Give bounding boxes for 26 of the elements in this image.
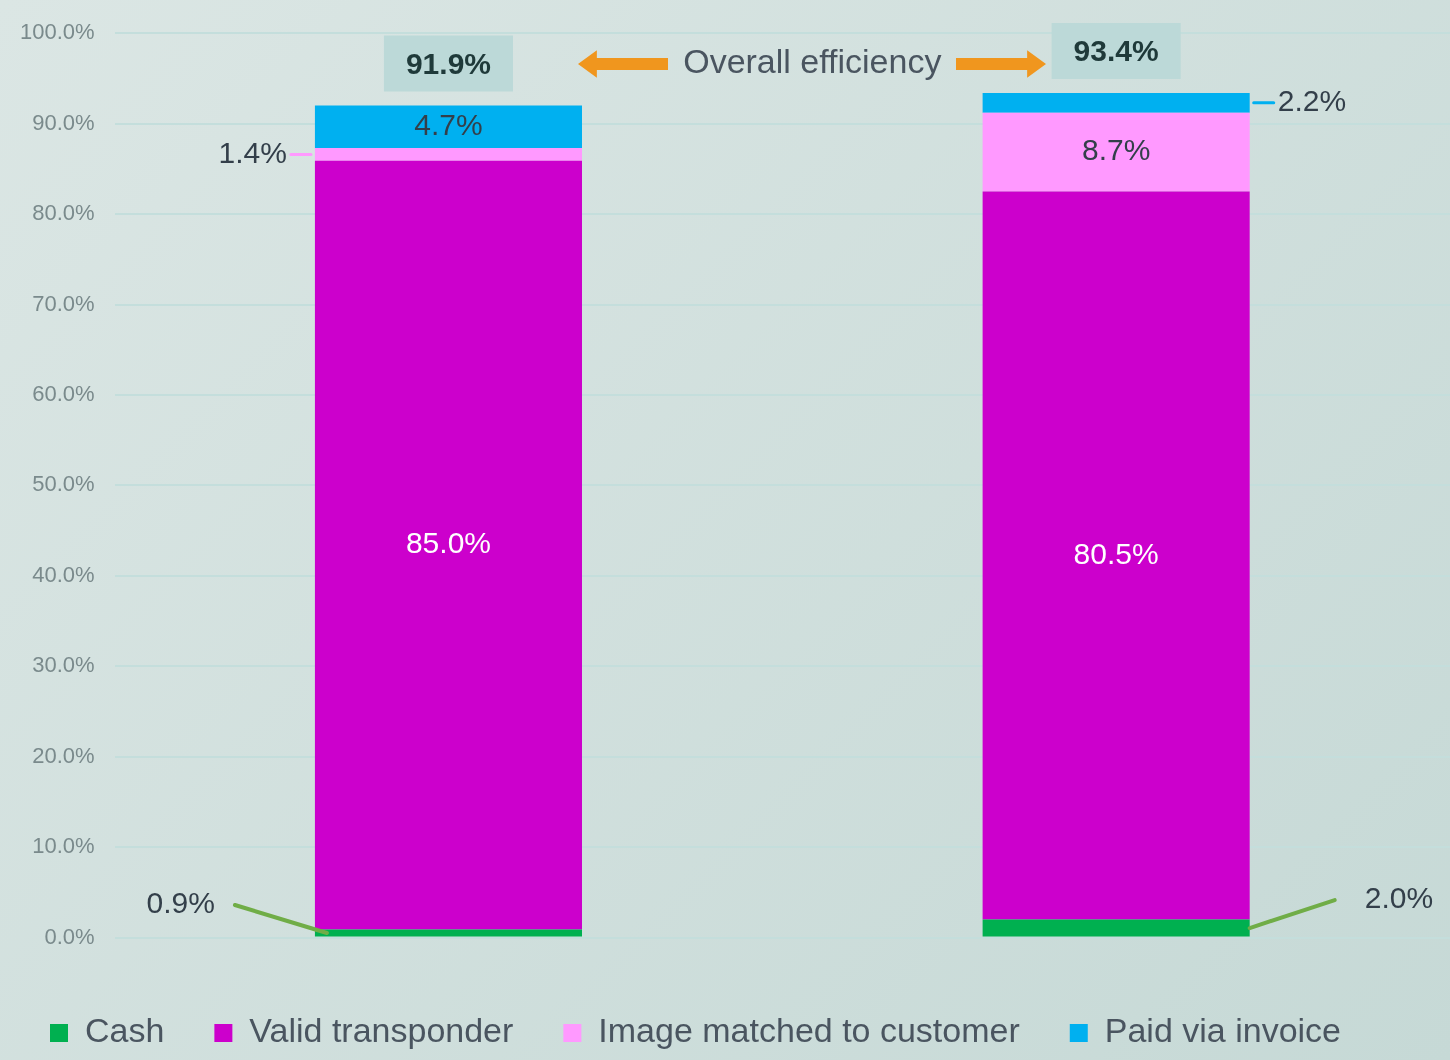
total-label: 93.4% bbox=[1073, 34, 1159, 68]
legend-label: Paid via invoice bbox=[1104, 1011, 1342, 1050]
y-tick-label: 30.0% bbox=[32, 652, 95, 678]
y-tick-label: 90.0% bbox=[32, 109, 95, 135]
y-tick-label: 20.0% bbox=[32, 742, 95, 768]
total-label: 91.9% bbox=[405, 46, 491, 80]
legend-label: Cash bbox=[85, 1011, 165, 1050]
y-tick-label: 100.0% bbox=[19, 19, 95, 45]
data-label: 1.4% bbox=[218, 135, 287, 169]
y-tick-label: 40.0% bbox=[32, 561, 95, 587]
y-tick-label: 70.0% bbox=[32, 290, 95, 316]
y-tick-label: 10.0% bbox=[32, 833, 95, 859]
data-label: 85.0% bbox=[405, 526, 491, 560]
data-label: 4.7% bbox=[414, 108, 483, 142]
data-label: 0.9% bbox=[146, 886, 215, 920]
y-tick-label: 50.0% bbox=[32, 471, 95, 497]
data-label: 8.7% bbox=[1081, 133, 1151, 167]
legend-label: Image matched to customer bbox=[598, 1011, 1020, 1050]
annotation: Overall efficiency bbox=[683, 41, 942, 80]
y-tick-label: 60.0% bbox=[32, 381, 95, 407]
y-tick-label: 80.0% bbox=[32, 200, 95, 226]
legend-label: Valid transponder bbox=[249, 1011, 514, 1050]
y-tick-label: 0.0% bbox=[44, 923, 95, 949]
data-label: 2.0% bbox=[1364, 881, 1434, 915]
data-label: 80.5% bbox=[1073, 536, 1159, 570]
data-label: 2.2% bbox=[1277, 84, 1347, 118]
